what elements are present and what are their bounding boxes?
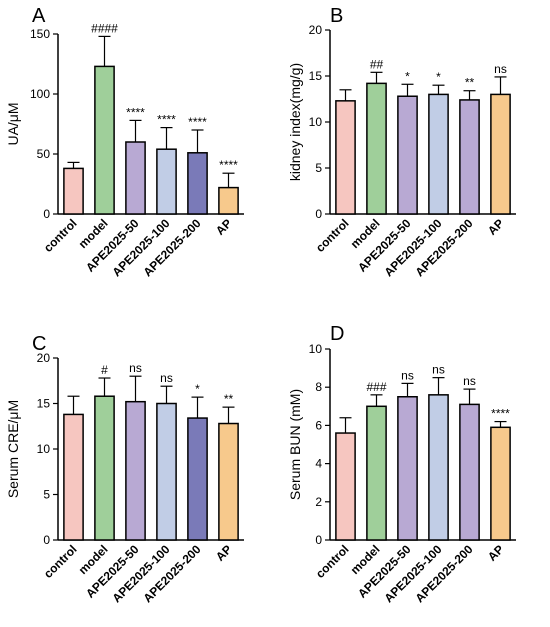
bar-ape2025-200 bbox=[187, 152, 208, 215]
bar-ape2025-200 bbox=[459, 99, 480, 215]
significance-label: * bbox=[405, 69, 410, 83]
significance-label: ns bbox=[432, 363, 445, 377]
y-tick-label: 5 bbox=[43, 488, 50, 502]
significance-label: **** bbox=[491, 407, 510, 421]
panel-letter: A bbox=[32, 5, 46, 27]
significance-label: **** bbox=[219, 158, 238, 172]
y-tick-label: 10 bbox=[37, 442, 51, 456]
y-tick-label: 100 bbox=[30, 87, 50, 101]
y-tick-label: 15 bbox=[37, 397, 51, 411]
y-tick-label: 15 bbox=[309, 69, 323, 83]
y-tick-label: 20 bbox=[37, 351, 51, 365]
bar-ape2025-100 bbox=[428, 93, 449, 215]
bar-model bbox=[366, 405, 387, 541]
category-label: control bbox=[313, 542, 352, 581]
y-tick-label: 2 bbox=[315, 495, 322, 509]
category-label: control bbox=[313, 216, 352, 255]
bar-ape2025-50 bbox=[397, 95, 418, 215]
significance-label: ### bbox=[366, 380, 386, 394]
y-tick-label: 150 bbox=[30, 27, 50, 41]
bar-ap bbox=[218, 422, 239, 541]
category-label: AP bbox=[485, 216, 507, 238]
y-tick-label: 0 bbox=[43, 533, 50, 547]
bar-control bbox=[335, 100, 356, 215]
significance-label: ns bbox=[463, 374, 476, 388]
significance-label: * bbox=[436, 70, 441, 84]
bar-ape2025-200 bbox=[459, 403, 480, 541]
bar-ape2025-50 bbox=[125, 141, 146, 215]
y-tick-label: 4 bbox=[315, 457, 322, 471]
significance-label: ns bbox=[160, 371, 173, 385]
significance-label: ** bbox=[465, 76, 475, 90]
bar-ape2025-200 bbox=[187, 417, 208, 541]
y-axis-title: kidney index(mg/g) bbox=[287, 63, 303, 181]
y-tick-label: 10 bbox=[309, 115, 323, 129]
panel-letter: B bbox=[330, 5, 343, 27]
significance-label: ns bbox=[494, 62, 507, 76]
significance-label: ns bbox=[129, 361, 142, 375]
significance-label: **** bbox=[157, 113, 176, 127]
bar-model bbox=[94, 395, 115, 541]
panel-letter: C bbox=[32, 333, 46, 355]
bar-ape2025-50 bbox=[397, 396, 418, 541]
significance-label: # bbox=[101, 363, 108, 377]
bar-ape2025-100 bbox=[156, 402, 177, 541]
category-label: control bbox=[41, 542, 80, 581]
significance-label: ## bbox=[370, 57, 384, 71]
y-tick-label: 0 bbox=[315, 207, 322, 221]
panel-letter: D bbox=[330, 323, 344, 345]
bar-control bbox=[63, 413, 84, 541]
bar-model bbox=[94, 65, 115, 215]
significance-label: ** bbox=[224, 392, 234, 406]
bar-ape2025-100 bbox=[156, 148, 177, 215]
significance-label: **** bbox=[126, 105, 145, 119]
category-label: control bbox=[41, 216, 80, 255]
significance-label: **** bbox=[188, 115, 207, 129]
y-axis-title: Serum CRE/μM bbox=[5, 400, 21, 498]
panel-a: AUA/μM050100150control####model****APE20… bbox=[5, 5, 244, 279]
category-label: AP bbox=[485, 542, 507, 564]
y-tick-label: 20 bbox=[309, 23, 323, 37]
bar-ape2025-50 bbox=[125, 400, 146, 541]
category-label: AP bbox=[213, 216, 235, 238]
bar-ap bbox=[490, 93, 511, 215]
y-tick-label: 0 bbox=[43, 207, 50, 221]
y-tick-label: 5 bbox=[315, 161, 322, 175]
y-tick-label: 8 bbox=[315, 380, 322, 394]
y-tick-label: 10 bbox=[309, 342, 323, 356]
bar-control bbox=[335, 432, 356, 541]
y-tick-label: 6 bbox=[315, 418, 322, 432]
bar-ap bbox=[490, 426, 511, 541]
significance-label: * bbox=[195, 382, 200, 396]
category-label: AP bbox=[213, 542, 235, 564]
y-tick-label: 50 bbox=[37, 147, 51, 161]
y-tick-label: 0 bbox=[315, 533, 322, 547]
y-axis-title: UA/μM bbox=[5, 102, 21, 145]
bar-ape2025-100 bbox=[428, 394, 449, 541]
significance-label: ns bbox=[401, 368, 414, 382]
bar-ap bbox=[218, 186, 239, 215]
bar-control bbox=[63, 167, 84, 215]
significance-label: #### bbox=[91, 21, 118, 35]
bar-model bbox=[366, 82, 387, 215]
y-axis-title: Serum BUN (mM) bbox=[287, 389, 303, 500]
